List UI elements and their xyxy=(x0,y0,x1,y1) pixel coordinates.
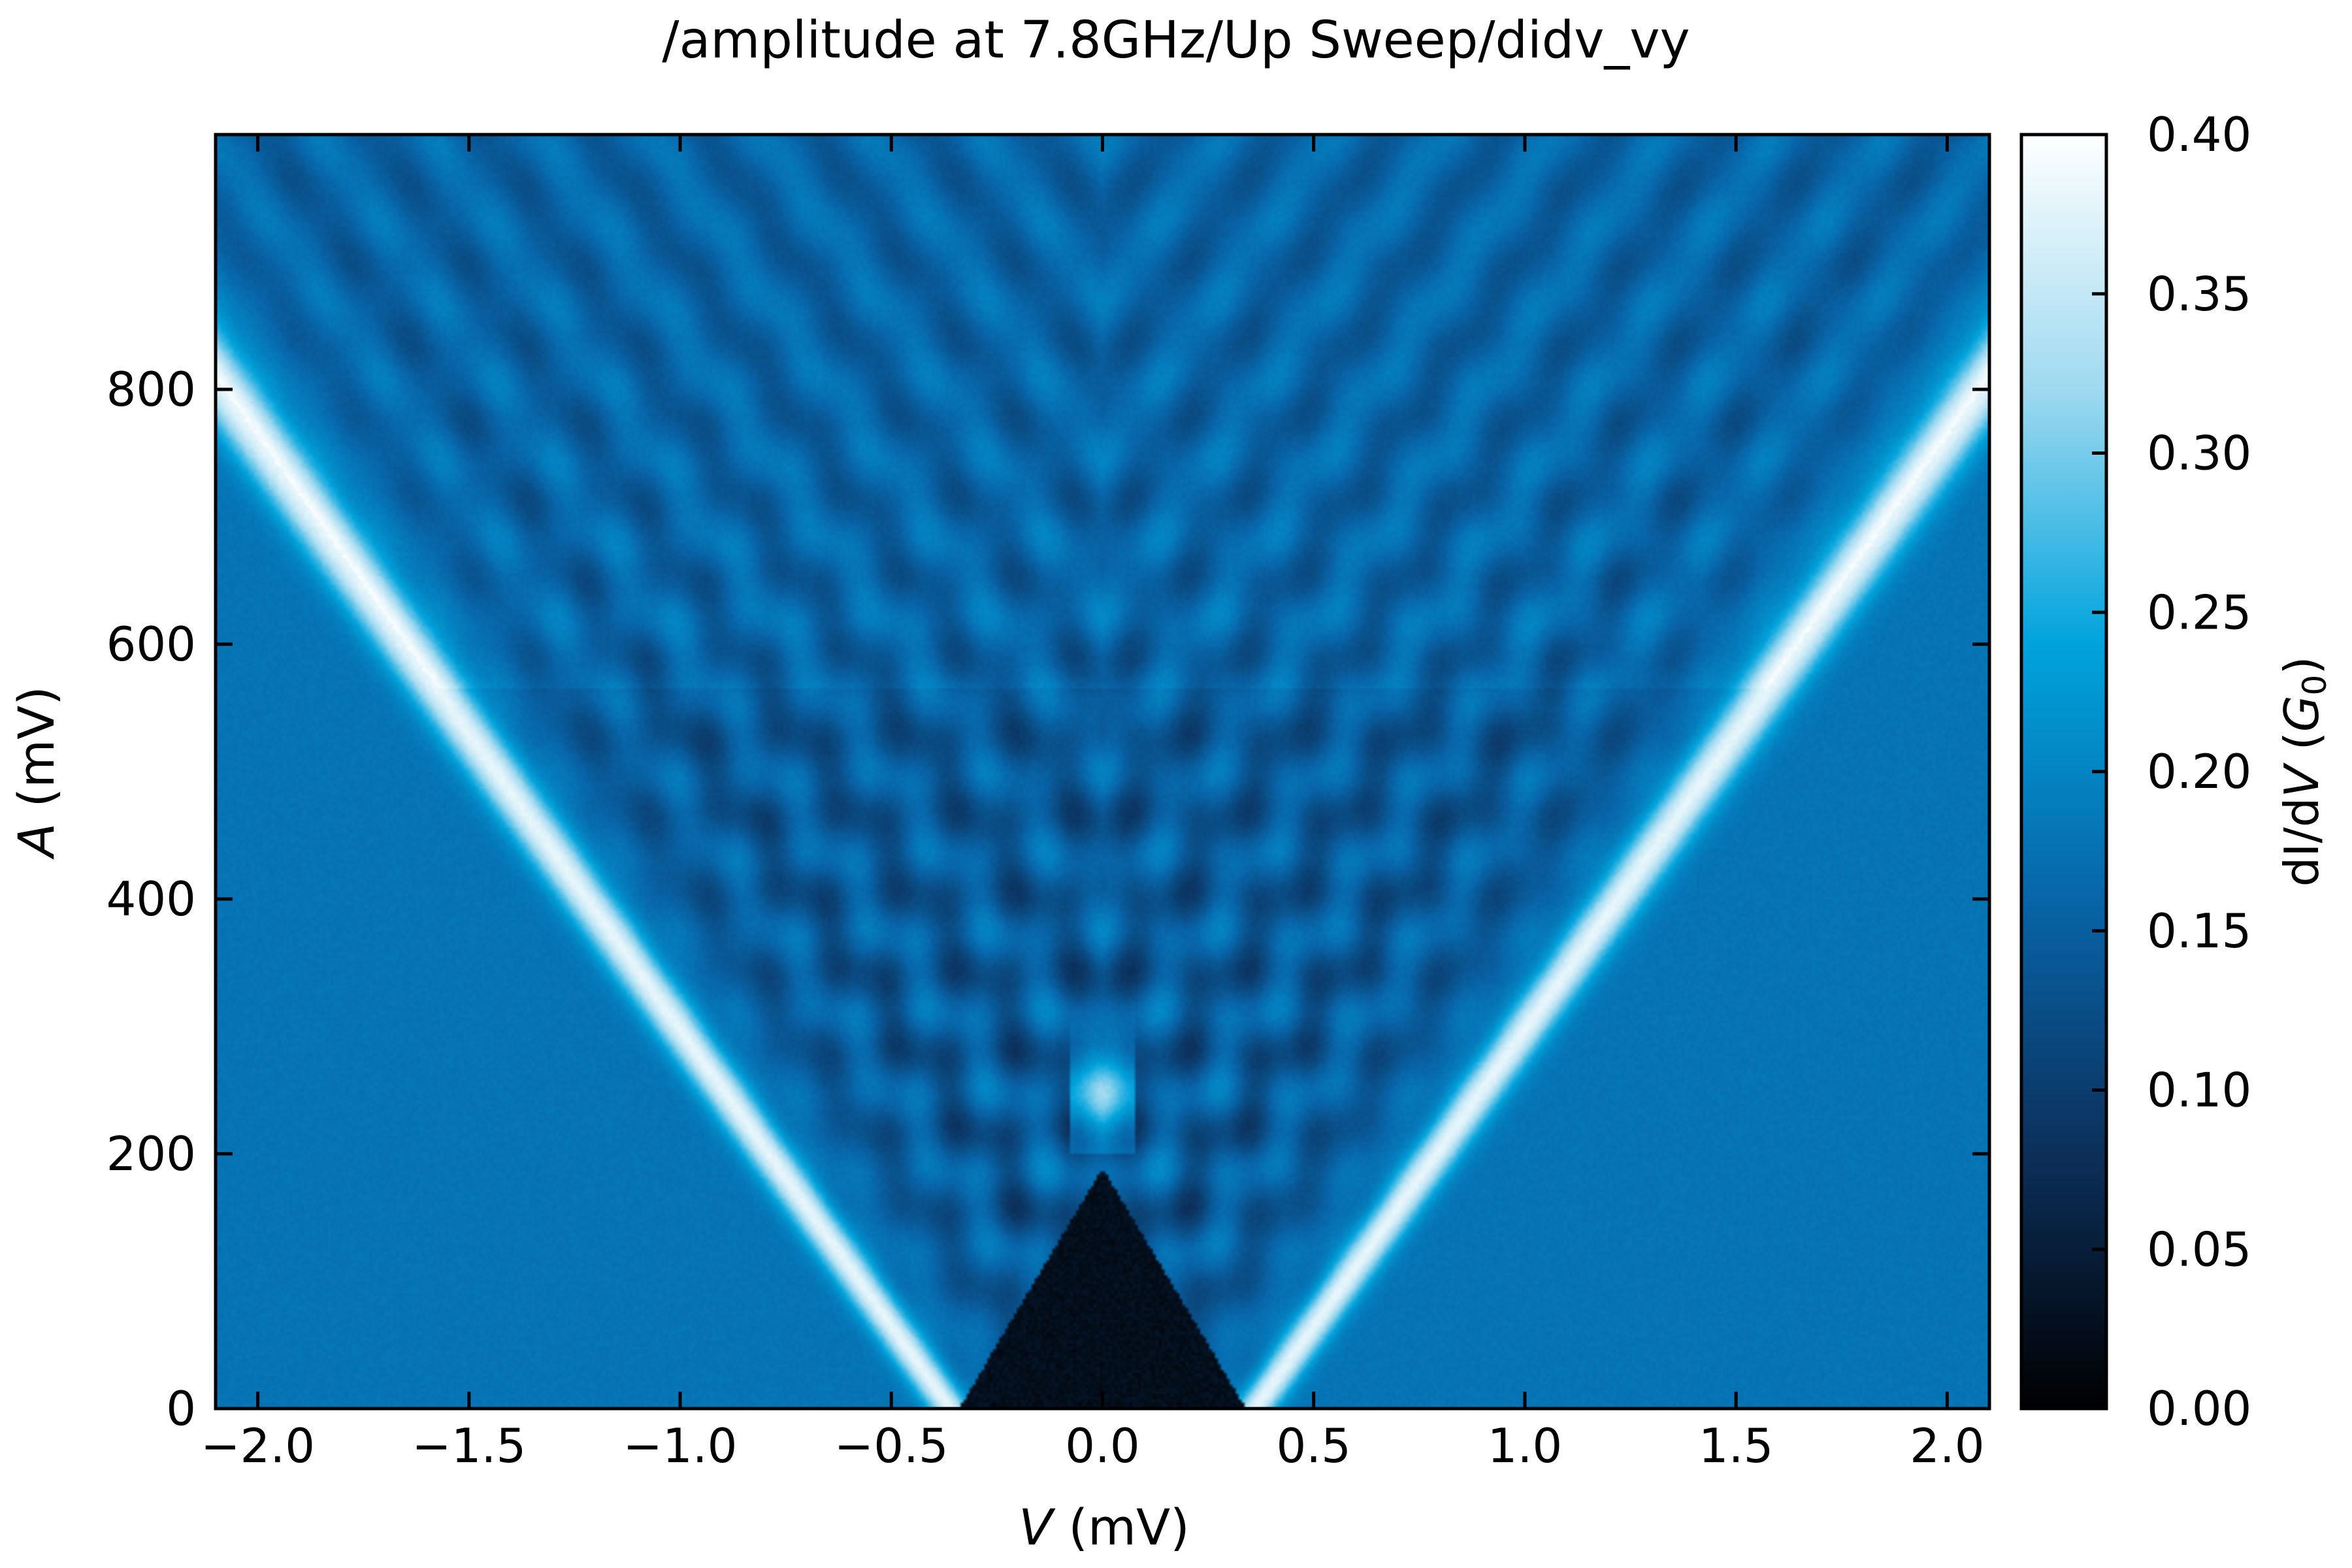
colorbar-tick-label: 0.05 xyxy=(2147,1222,2251,1277)
colorbar-ticks: 0.00 0.05 0.10 0.15 0.20 0.25 0.30 0.35 0.40 xyxy=(2092,107,2251,1436)
x-axis-unit: (mV) xyxy=(1053,1498,1189,1556)
x-tick-label: −1.0 xyxy=(623,1418,738,1473)
colorbar-tick-label: 0.10 xyxy=(2147,1063,2251,1118)
x-tick-label: −1.5 xyxy=(412,1418,526,1473)
plot-area: −2.0 −1.5 −1.0 −0.5 0.0 0.5 1.0 1.5 2.0 0 200 400 6… xyxy=(106,135,1989,1473)
y-axis-unit: (mV) xyxy=(7,686,65,823)
heatmap-image xyxy=(216,135,1989,1409)
colorbar-tick-label: 0.20 xyxy=(2147,744,2251,799)
y-tick-label: 0 xyxy=(166,1381,196,1436)
y-tick-label: 600 xyxy=(106,617,196,672)
x-axis-label: V (mV) xyxy=(1019,1498,1189,1556)
x-tick-label: 0.0 xyxy=(1065,1418,1140,1473)
x-tick-label: 0.5 xyxy=(1276,1418,1351,1473)
x-axis-symbol: V xyxy=(1019,1498,1056,1556)
colorbar-label: dI/dV (G0) xyxy=(2274,657,2334,887)
x-tick-label: 2.0 xyxy=(1910,1418,1985,1473)
y-axis-symbol: A xyxy=(7,823,65,860)
colorbar-label-paren-close: ) xyxy=(2274,657,2329,675)
x-tick-label: −0.5 xyxy=(834,1418,949,1473)
colorbar-label-unit: G xyxy=(2274,695,2329,732)
x-tick-label: 1.5 xyxy=(1699,1418,1774,1473)
colorbar-tick-label: 0.25 xyxy=(2147,585,2251,640)
colorbar-tick-label: 0.30 xyxy=(2147,426,2251,481)
y-tick-label: 400 xyxy=(106,872,196,926)
colorbar-label-prefix: dI/d xyxy=(2274,798,2329,887)
y-tick-label: 800 xyxy=(106,362,196,417)
colorbar-label-subscript: 0 xyxy=(2296,675,2334,696)
colorbar-tick-label: 0.00 xyxy=(2147,1381,2251,1436)
y-tick-label: 200 xyxy=(106,1126,196,1181)
colorbar-tick-label: 0.40 xyxy=(2147,107,2251,162)
colorbar: 0.00 0.05 0.10 0.15 0.20 0.25 0.30 0.35 0.40 xyxy=(2021,107,2251,1436)
colorbar-tick-label: 0.15 xyxy=(2147,904,2251,958)
colorbar-tick-label: 0.35 xyxy=(2147,267,2251,321)
colorbar-label-symbol: V xyxy=(2274,762,2329,798)
chart-title: /amplitude at 7.8GHz/Up Sweep/didv_vy xyxy=(662,11,1690,70)
x-tick-label: 1.0 xyxy=(1488,1418,1563,1473)
y-axis-label: A (mV) xyxy=(7,686,65,860)
colorbar-label-paren-open: ( xyxy=(2274,732,2329,765)
x-tick-label: −2.0 xyxy=(201,1418,315,1473)
